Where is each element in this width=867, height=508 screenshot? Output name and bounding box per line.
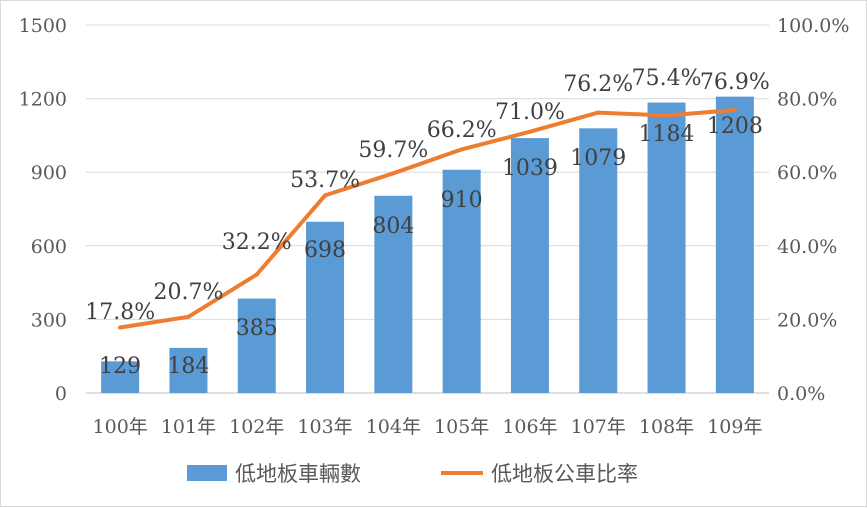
line-point [391,171,396,176]
bar-data-label: 910 [441,188,483,213]
right-tick-label: 20.0% [777,309,837,331]
line-point [596,110,601,115]
line-data-labels: 17.8%20.7% 32.2% 53.7% 59.7%66.2%71.0% 76.2%… [85,66,770,325]
bar [715,96,754,394]
bar-data-label: 1184 [639,122,695,147]
line-data-label: 76.9% [700,70,770,95]
legend: 低地板車輛數 低地板公車比率 [187,462,638,486]
bar [169,347,208,393]
x-tick-label: 106年 [502,416,557,438]
line-data-label: 76.2% [563,72,633,97]
x-axis-ticks: 100年 101年 102年 103年 104年 105年 106年 107年 108年 109年 [93,416,763,438]
legend-bar-swatch [187,465,227,481]
x-tick-label: 102年 [229,416,284,438]
line-data-label: 75.4% [632,66,702,91]
line-data-label: 32.2% [222,230,292,255]
right-tick-label: 80.0% [777,89,837,111]
line-point [323,193,328,198]
bar-data-label: 184 [167,354,209,379]
bar-series [101,96,754,394]
x-tick-label: 107年 [571,416,626,438]
bar [579,128,618,393]
x-tick-label: 104年 [366,416,421,438]
legend-line-label: 低地板公車比率 [491,462,638,486]
bar [510,138,549,393]
line-series [118,108,737,330]
x-tick-label: 105年 [434,416,489,438]
right-tick-label: 40.0% [777,236,837,258]
x-tick-label: 108年 [639,416,694,438]
bar-data-label: 698 [304,238,346,263]
line-point [664,113,669,118]
x-tick-label: 100年 [93,416,148,438]
right-tick-label: 60.0% [777,162,837,184]
line-data-label: 66.2% [427,118,497,143]
line-path [118,108,737,330]
bar-data-label: 385 [236,316,278,341]
bar [101,361,140,393]
line-point [118,325,123,330]
bar [374,195,413,393]
bar [442,169,481,393]
bar [647,102,686,393]
line-data-label: 59.7% [358,138,428,163]
legend-bar-label: 低地板車輛數 [235,462,361,486]
bar-data-label: 1039 [502,156,558,181]
bar-data-label: 804 [372,214,414,239]
left-tick-label: 300 [31,309,67,331]
line-point [186,314,191,319]
line-point [527,129,532,134]
bar-data-label: 1208 [707,114,763,139]
left-tick-label: 900 [31,162,67,184]
left-axis-ticks: 0 300 600 900 1200 1500 [19,15,67,405]
left-tick-label: 600 [31,236,67,258]
bar-data-label: 1079 [570,146,626,171]
left-tick-label: 0 [55,383,67,405]
line-data-label: 53.7% [290,168,360,193]
line-data-label: 20.7% [154,280,224,305]
bar [237,298,276,393]
left-tick-label: 1200 [19,89,67,111]
line-data-label: 71.0% [495,100,565,125]
bar [306,221,345,393]
right-tick-label: 100.0% [777,15,849,37]
x-tick-label: 109年 [707,416,762,438]
left-tick-label: 1500 [19,15,67,37]
x-tick-label: 103年 [297,416,352,438]
line-point [254,272,259,277]
line-data-label: 17.8% [85,300,155,325]
x-tick-label: 101年 [161,416,216,438]
line-point [732,108,737,113]
bar-data-labels: 129 184 385 698 804 910 1039 1079 1184 1208 [99,114,763,379]
line-point [459,147,464,152]
right-axis-ticks: 0.0% 20.0% 40.0% 60.0% 80.0% 100.0% [777,15,849,405]
bar-data-label: 129 [99,354,141,379]
right-tick-label: 0.0% [777,383,825,405]
